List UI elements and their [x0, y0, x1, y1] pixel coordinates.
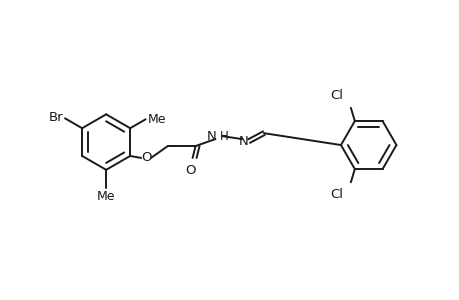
Text: H: H — [220, 130, 229, 142]
Text: O: O — [185, 164, 196, 177]
Text: Br: Br — [48, 111, 63, 124]
Text: O: O — [140, 152, 151, 164]
Text: N: N — [206, 130, 216, 142]
Text: Cl: Cl — [329, 188, 342, 201]
Text: N: N — [239, 135, 248, 148]
Text: Me: Me — [97, 190, 115, 202]
Text: Cl: Cl — [329, 89, 342, 102]
Text: Me: Me — [147, 113, 166, 126]
